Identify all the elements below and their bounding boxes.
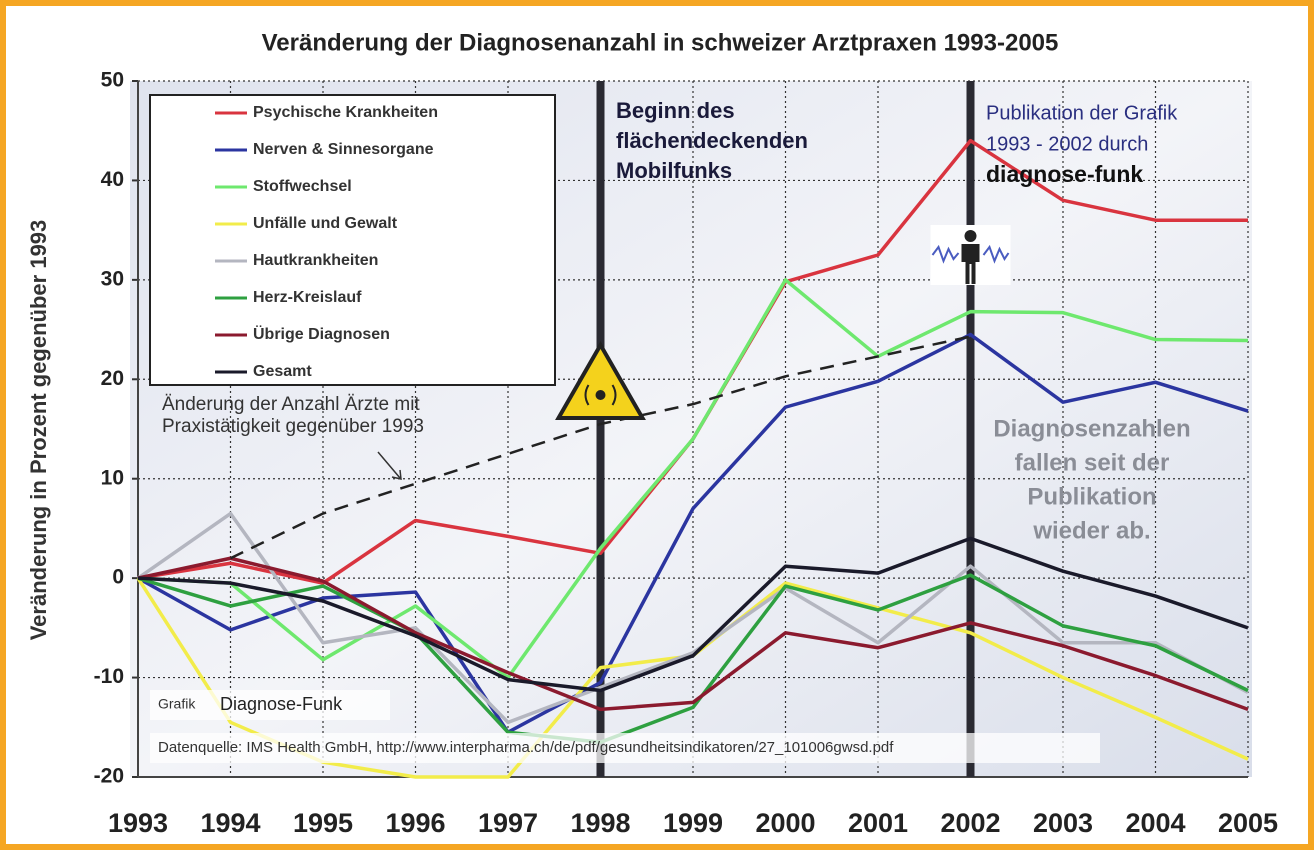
chart-title: Veränderung der Diagnosenanzahl in schwe… (262, 29, 1059, 56)
y-tick-label: -10 (94, 665, 124, 688)
annotation-text: Datenquelle: IMS Health GmbH, http://www… (158, 739, 894, 756)
x-tick-label: 2000 (755, 808, 815, 838)
person-icon (961, 244, 980, 284)
x-tick-label: 1999 (663, 808, 723, 838)
legend-label: Übrige Diagnosen (253, 324, 390, 343)
y-tick-label: 20 (101, 367, 124, 390)
legend-label: Gesamt (253, 363, 312, 380)
legend-label: Psychische Krankheiten (253, 104, 438, 121)
series-line (137, 536, 1249, 693)
annotation-arrow (377, 451, 402, 480)
annotation-text: wieder ab. (1032, 517, 1150, 544)
warning-icon (584, 384, 617, 406)
y-tick-label: 30 (101, 267, 124, 290)
warning-icon (555, 340, 646, 420)
legend-label: Hautkrankheiten (253, 252, 378, 269)
legend-label: Herz-Kreislauf (253, 289, 362, 306)
annotation-text: Publikation (1027, 483, 1156, 510)
dashed-line (229, 335, 971, 560)
x-tick-label: 2001 (848, 808, 908, 838)
annotation-text: 1993 - 2002 durch (986, 133, 1148, 155)
person-icon-waves (931, 244, 1010, 264)
x-tick-label: 1998 (570, 808, 630, 838)
y-axis-label: Veränderung in Prozent gegenüber 1993 (26, 220, 51, 641)
legend-label: Nerven & Sinnesorgane (253, 141, 434, 158)
annotation-text: Mobilfunks (616, 158, 732, 183)
warning-icon (595, 390, 606, 400)
legend-label: Unfälle und Gewalt (253, 215, 398, 232)
x-tick-label: 2004 (1125, 808, 1185, 838)
y-tick-label: 50 (101, 69, 124, 92)
y-tick-label: -20 (94, 765, 124, 788)
y-tick-label: 0 (112, 566, 124, 589)
series-line (137, 556, 1249, 712)
legend-label: Stoffwechsel (253, 178, 352, 195)
annotation-text: Diagnose-Funk (220, 694, 343, 714)
series-line (137, 332, 1249, 735)
x-tick-label: 2003 (1033, 808, 1093, 838)
annotation-text: flächendeckenden (616, 128, 808, 153)
x-tick-label: 1997 (478, 808, 538, 838)
y-tick-label: 10 (101, 466, 124, 489)
series-line (137, 573, 1249, 744)
annotation-text: fallen seit der (1015, 449, 1170, 476)
x-tick-label: 1993 (108, 808, 168, 838)
annotation-text: Beginn des (616, 98, 735, 123)
x-tick-label: 1995 (293, 808, 353, 838)
series-line (136, 511, 1249, 725)
y-tick-label: 40 (101, 168, 124, 191)
person-icon (964, 230, 977, 242)
annotation-text: Diagnosenzahlen (993, 415, 1190, 442)
x-tick-label: 2005 (1218, 808, 1278, 838)
x-tick-label: 2002 (940, 808, 1000, 838)
annotation-text: Publikation der Grafik (986, 102, 1178, 124)
source-box (150, 690, 390, 720)
series-line (137, 278, 1249, 680)
legend-box (149, 94, 556, 386)
dashed-line-annotation: Änderung der Anzahl Ärzte mit Praxistäti… (162, 394, 424, 437)
annotation-text: diagnose-funk (986, 161, 1143, 187)
source-box (150, 733, 1100, 763)
x-tick-label: 1996 (385, 808, 445, 838)
x-tick-label: 1994 (200, 808, 260, 838)
annotation-text: Grafik (158, 696, 196, 712)
